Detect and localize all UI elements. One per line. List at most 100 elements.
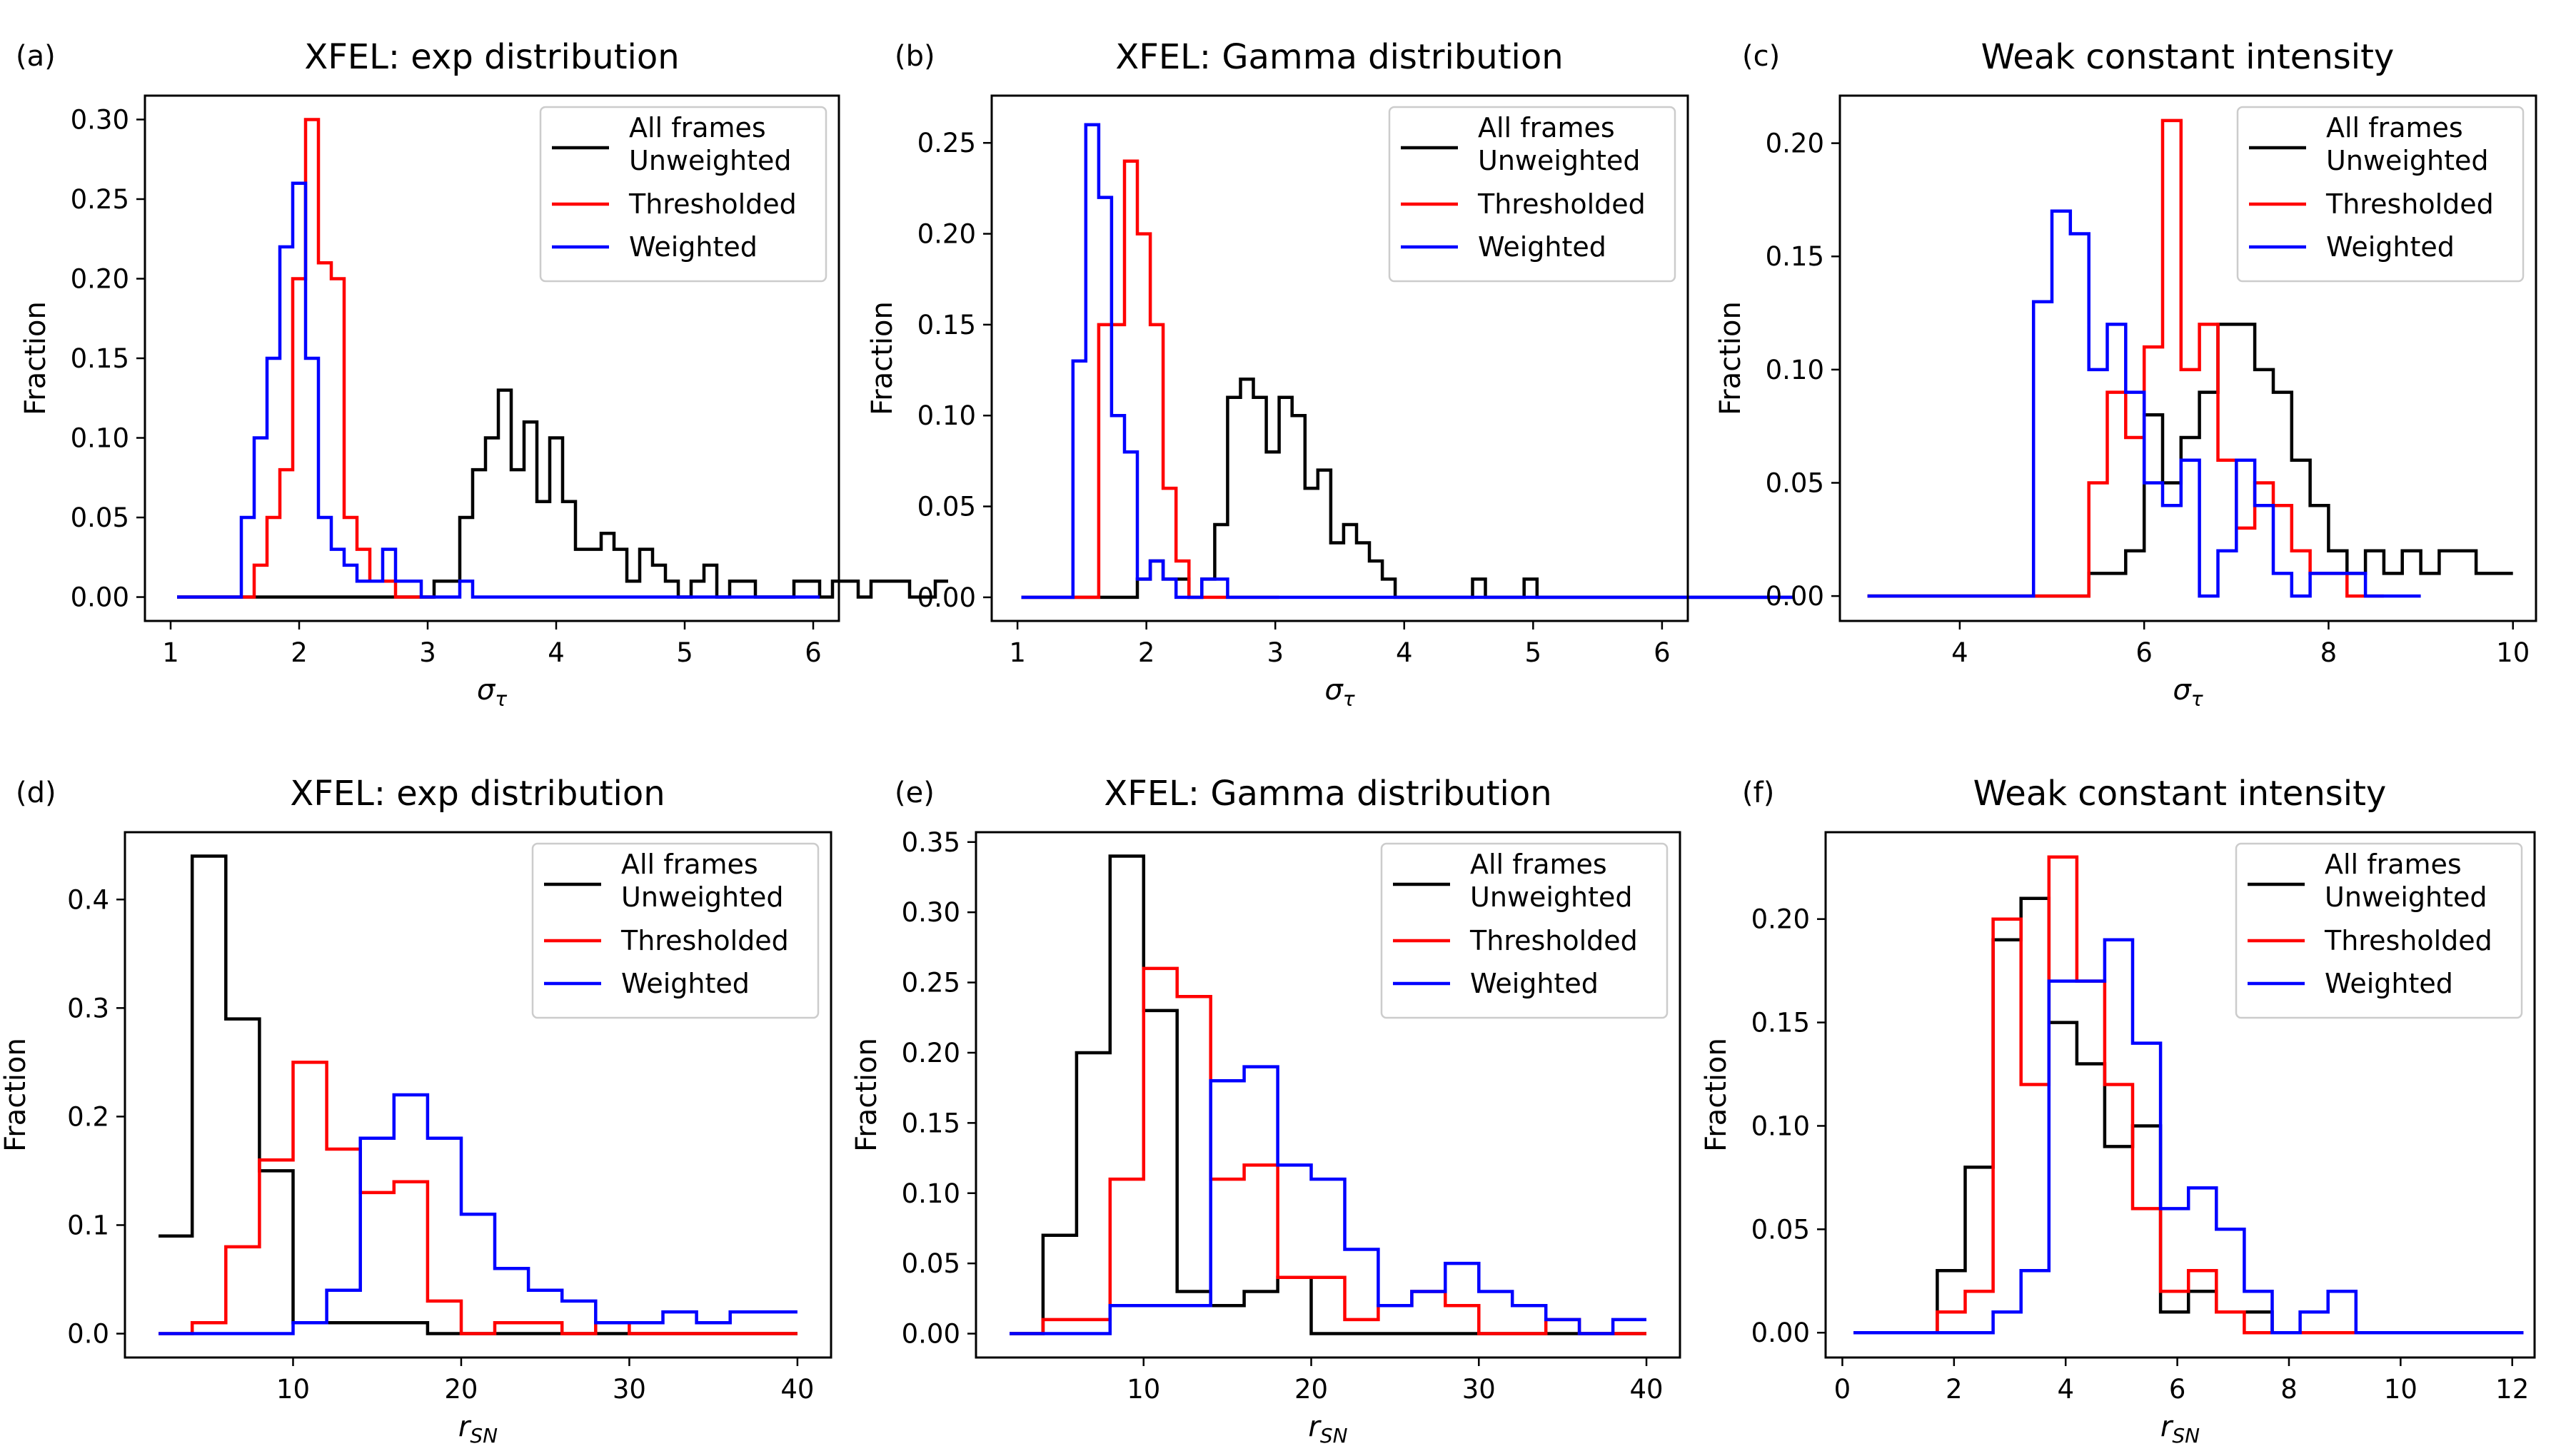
x-tick-label: 1 (1009, 637, 1026, 668)
series-weighted-line (1021, 123, 1795, 600)
legend: All frames Unweighted Thresholded Weighted (1388, 106, 1676, 283)
legend: All frames Unweighted Thresholded Weighted (539, 106, 827, 283)
y-tick-label: 0.0 (67, 1319, 109, 1350)
x-tick-label: 10 (2384, 1374, 2417, 1405)
x-tick-label: 4 (548, 637, 565, 668)
y-tick-label: 0.05 (917, 492, 976, 522)
legend-label-all: All frames Unweighted (1470, 849, 1633, 913)
x-axis-label: στ (477, 674, 507, 711)
plot-frame (1838, 94, 2537, 622)
y-tick-label: 0.05 (1766, 467, 1824, 498)
y-tick-label: 0.25 (71, 184, 129, 215)
legend: All frames Unweighted Thresholded Weighted (2236, 106, 2525, 283)
legend-label-thresholded: Thresholded (1477, 188, 1646, 220)
x-tick-label: 20 (1294, 1374, 1328, 1405)
x-axis-label: rSN (2160, 1410, 2200, 1447)
chart-title: XFEL: exp distribution (304, 37, 679, 77)
x-axis-label: rSN (458, 1410, 498, 1447)
x-tick-label: 10 (1127, 1374, 1160, 1405)
x-tick-label: 2 (291, 637, 308, 668)
x-tick-label: 4 (2057, 1374, 2074, 1405)
legend-box (2235, 842, 2523, 1019)
y-tick-label: 0.30 (71, 104, 129, 135)
x-tick-label: 40 (780, 1374, 814, 1405)
x-axis-label: στ (2173, 674, 2203, 711)
series-thresholded-line (1021, 159, 1279, 600)
x-axis-label: στ (1324, 674, 1354, 711)
x-tick-label: 30 (1462, 1374, 1496, 1405)
legend-label-weighted: Weighted (629, 231, 758, 263)
series-weighted-line (1867, 209, 2421, 598)
y-tick-label: 0.20 (71, 263, 129, 294)
y-tick-label: 0.35 (902, 827, 960, 858)
y-tick-label: 0.25 (917, 128, 976, 158)
plot-frame (144, 94, 840, 622)
chart-panel-5: (e) XFEL: Gamma distribution 10 20 30 40 0.00 0… (850, 774, 1681, 1447)
legend-box (1388, 106, 1676, 283)
panel-label: (d) (16, 777, 56, 809)
y-tick-label: 0.05 (71, 502, 129, 533)
y-axis-label: Fraction (1700, 1038, 1733, 1152)
legend: All frames Unweighted Thresholded Weighted (531, 842, 820, 1019)
x-axis-label: rSN (1308, 1410, 1347, 1447)
y-axis-label: Fraction (0, 1038, 32, 1152)
chart-panel-1: (a) XFEL: exp distribution 1 2 3 4 5 6 0.00 0.05 0… (16, 37, 948, 711)
y-tick-label: 0.00 (902, 1319, 960, 1350)
legend-box (2236, 106, 2525, 283)
y-tick-label: 0.20 (917, 219, 976, 250)
legend-label-weighted: Weighted (2325, 968, 2453, 999)
legend-label-thresholded: Thresholded (2324, 925, 2492, 956)
series-weighted-line (177, 181, 820, 599)
x-tick-label: 3 (1267, 637, 1284, 668)
legend-label-thresholded: Thresholded (1469, 925, 1638, 956)
series-weighted-line (159, 1093, 798, 1335)
y-axis-label: Fraction (866, 301, 899, 415)
y-tick-label: 0.00 (1751, 1318, 1810, 1348)
y-tick-label: 0.05 (902, 1248, 960, 1279)
y-tick-label: 0.4 (67, 884, 109, 915)
plot-frame (990, 94, 1689, 622)
y-tick-label: 0.10 (1751, 1111, 1810, 1141)
legend-label-all: All frames Unweighted (621, 849, 784, 913)
chart-title: XFEL: Gamma distribution (1115, 37, 1563, 77)
plot-frame (1824, 831, 2536, 1359)
x-tick-label: 8 (2280, 1374, 2298, 1405)
legend-label-all: All frames Unweighted (2325, 849, 2487, 913)
legend: All frames Unweighted Thresholded Weighted (1380, 842, 1669, 1019)
x-tick-label: 4 (1396, 637, 1413, 668)
x-tick-label: 2 (1946, 1374, 1963, 1405)
y-tick-label: 0.3 (67, 993, 109, 1023)
y-tick-label: 0.20 (1766, 128, 1824, 159)
x-tick-label: 8 (2320, 637, 2338, 668)
y-axis-label: Fraction (1714, 301, 1747, 415)
y-tick-label: 0.10 (1766, 355, 1824, 385)
y-tick-label: 0.20 (902, 1038, 960, 1068)
legend-box (1380, 842, 1669, 1019)
chart-title: Weak constant intensity (1981, 37, 2395, 77)
legend-box (531, 842, 820, 1019)
panel-label: (f) (1742, 777, 1774, 809)
legend-label-weighted: Weighted (1470, 968, 1599, 999)
y-tick-label: 0.00 (71, 582, 129, 613)
y-tick-label: 0.10 (71, 423, 129, 454)
x-tick-label: 40 (1630, 1374, 1664, 1405)
y-tick-label: 0.2 (67, 1101, 109, 1132)
x-tick-label: 6 (2135, 637, 2153, 668)
y-tick-label: 0.00 (917, 582, 976, 613)
y-axis-label: Fraction (850, 1038, 883, 1152)
chart-title: XFEL: Gamma distribution (1104, 774, 1551, 814)
chart-title: Weak constant intensity (1973, 774, 2387, 814)
x-tick-label: 6 (2169, 1374, 2186, 1405)
legend-label-weighted: Weighted (2326, 231, 2455, 263)
x-tick-label: 4 (1951, 637, 1968, 668)
legend-label-all: All frames Unweighted (2326, 112, 2489, 176)
x-tick-label: 0 (1834, 1374, 1851, 1405)
x-tick-label: 1 (162, 637, 179, 668)
panel-label: (e) (895, 777, 935, 809)
x-tick-label: 20 (444, 1374, 478, 1405)
y-tick-label: 0.00 (1766, 581, 1824, 612)
series-thresholded-line (159, 1061, 798, 1335)
chart-panel-2: (b) XFEL: Gamma distribution 1 2 3 4 5 6 0.00 0.0… (866, 37, 1795, 711)
x-tick-label: 3 (419, 637, 436, 668)
